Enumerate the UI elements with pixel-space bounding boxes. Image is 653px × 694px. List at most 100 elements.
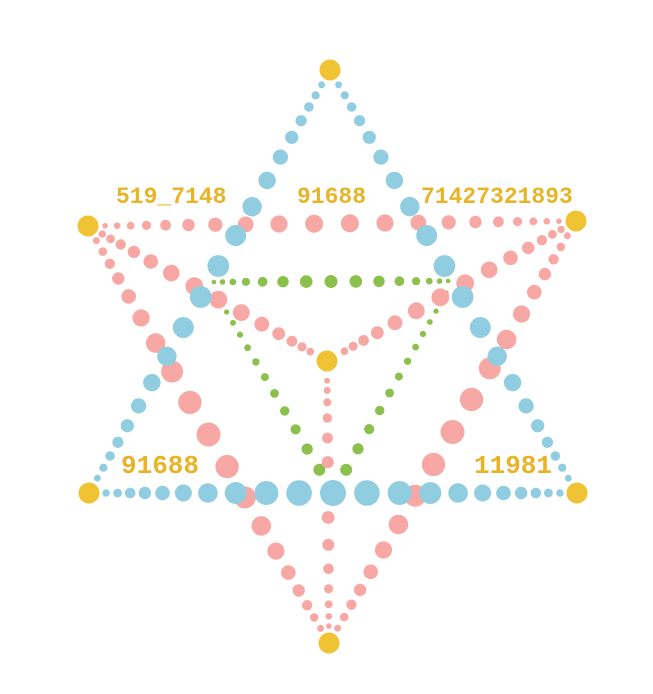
pink-dot [309, 613, 319, 622]
pink-dot [251, 516, 272, 536]
pink-dot [480, 261, 498, 279]
green-dot [252, 358, 260, 366]
vertex-dot-lower_right [566, 482, 588, 504]
blue-dot [531, 419, 545, 433]
blue-dot [295, 115, 307, 127]
pink-dot [340, 347, 349, 356]
pink-dot [143, 254, 159, 269]
pink-dot [301, 600, 313, 611]
pink-dot [348, 341, 358, 351]
green-dot [229, 278, 237, 286]
pink-dot [267, 542, 285, 560]
green-dot [340, 463, 353, 476]
pink-dot [325, 613, 333, 620]
pink-dot [297, 342, 307, 352]
pink-dot [557, 225, 565, 234]
pink-dot [388, 514, 409, 535]
blue-dot [172, 317, 194, 338]
pink-dot [334, 624, 342, 632]
pink-dot [323, 398, 332, 407]
blue-dot [102, 489, 110, 497]
pink-dot [215, 454, 239, 479]
pink-dot [281, 565, 296, 580]
pink-dot [306, 347, 315, 356]
pink-dot [209, 290, 228, 309]
pink-dot [115, 239, 126, 250]
green-dot [425, 277, 433, 285]
green-dot [436, 278, 443, 284]
pink-dot [563, 232, 571, 240]
blue-dot [311, 91, 320, 100]
pink-dot [407, 302, 425, 320]
blue-dot [254, 481, 279, 505]
pink-dot [370, 326, 384, 340]
blue-dot [224, 482, 247, 504]
blue-dot [189, 286, 212, 308]
blue-dot [419, 482, 442, 504]
blue-dot [285, 130, 299, 144]
green-dot [394, 372, 403, 381]
pink-dot [160, 219, 172, 231]
pink-dot [346, 599, 357, 610]
green-dot [299, 275, 313, 288]
pink-dot [538, 267, 552, 281]
pink-dot [527, 284, 542, 300]
pink-dot [182, 218, 195, 232]
green-dot [277, 276, 289, 288]
vertex-dot-center [316, 350, 338, 372]
blue-dot [541, 436, 554, 448]
green-dot [352, 443, 364, 455]
pink-dot [536, 235, 548, 246]
green-dot [260, 373, 269, 382]
blue-dot [362, 130, 376, 144]
green-dot [244, 344, 252, 352]
blue-dot [354, 480, 380, 506]
green-dot [394, 276, 405, 287]
green-dot [236, 331, 244, 338]
blue-dot [469, 317, 491, 338]
pink-dot [322, 432, 333, 444]
pink-dot [512, 305, 531, 323]
pink-dot [232, 304, 250, 321]
blue-dot [387, 481, 412, 505]
pink-dot [112, 272, 125, 285]
pink-dot [305, 214, 324, 233]
vertex-dot-upper_left [77, 215, 99, 237]
green-dot [375, 405, 385, 416]
green-dot [324, 275, 338, 288]
blue-dot [174, 484, 192, 502]
pink-dot [141, 220, 152, 230]
pink-dot [92, 237, 100, 245]
green-dot [230, 319, 236, 326]
blue-dot [474, 484, 492, 502]
blue-dot [448, 483, 468, 503]
pink-dot [272, 327, 286, 341]
pink-dot [286, 335, 298, 347]
green-dot [313, 463, 326, 476]
blue-dot [340, 91, 349, 100]
pink-dot [512, 217, 523, 227]
pink-dot [363, 564, 379, 580]
green-dot [445, 278, 451, 284]
pink-dot [321, 456, 334, 469]
dotted-line-top-to-lower_right [335, 81, 572, 482]
green-dot [385, 388, 394, 398]
pink-dot [322, 538, 335, 551]
green-dot [426, 319, 433, 325]
blue-dot [503, 373, 522, 392]
blue-dot [242, 197, 262, 217]
vertex-dot-top [319, 59, 341, 81]
pink-dot [127, 245, 141, 259]
green-dot [270, 389, 279, 398]
pink-dot [326, 623, 332, 629]
blue-dot [94, 474, 101, 482]
blue-dot [207, 255, 230, 277]
pink-dot [459, 387, 484, 412]
dotted-line-mid_left-to-mid_right [211, 275, 451, 288]
blue-dot [155, 485, 170, 501]
blue-dot [113, 488, 122, 498]
blue-dot [105, 451, 115, 461]
blue-dot [198, 483, 218, 503]
green-dot [349, 275, 363, 288]
